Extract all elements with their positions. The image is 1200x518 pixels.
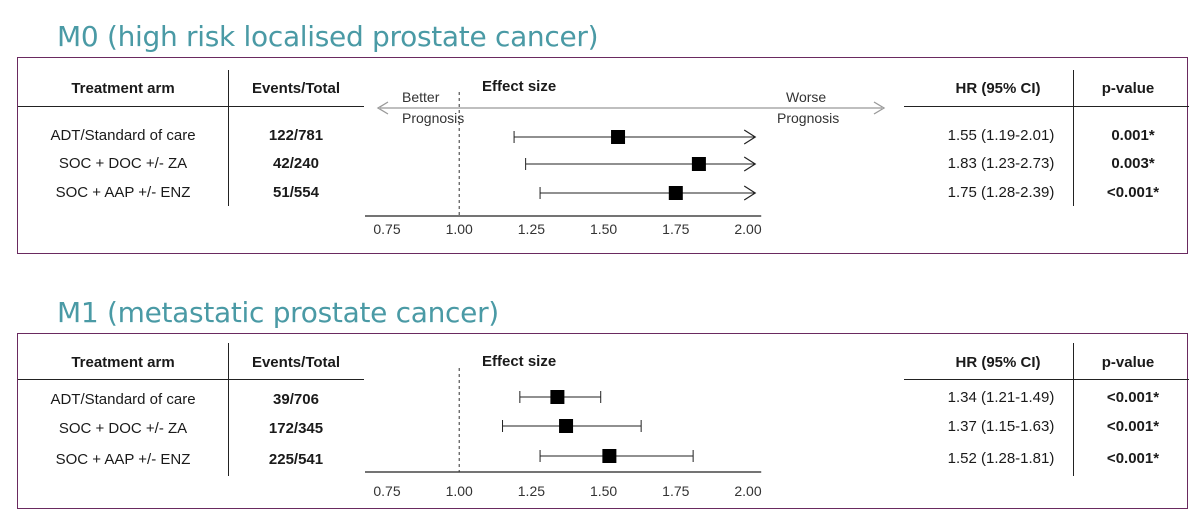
m0-tick-label-5: 2.00: [734, 221, 761, 237]
m1-forest-plot: 0.75 1.00 1.25 1.50 1.75 2.00: [365, 368, 762, 499]
m0-header-rule-left: [18, 106, 364, 107]
m0-row-2-ci-arrow: [743, 185, 757, 201]
m0-row-1-point: [691, 157, 706, 171]
m1-row-2-arm: SOC + AAP +/- ENZ: [55, 451, 191, 468]
m1-header-events: Events/Total: [251, 354, 341, 371]
m1-header-p: p-value: [1101, 354, 1155, 371]
m0-row-1-ci-arrow: [743, 156, 757, 172]
m1-row-1-p: <0.001*: [1106, 418, 1160, 435]
m0-divider-2: [1073, 70, 1074, 206]
m0-better-label: Better: [402, 89, 440, 105]
m0-row-2-point: [668, 186, 683, 200]
m1-row-2-p: <0.001*: [1106, 450, 1160, 467]
m0-forest-panel: Treatment arm Events/Total Effect size H…: [17, 57, 1189, 254]
m1-row-0-arm: ADT/Standard of care: [50, 391, 196, 408]
m1-row-1-arm: SOC + DOC +/- ZA: [58, 420, 188, 437]
m1-row-2-events: 225/541: [268, 451, 324, 468]
m1-tick-label-1: 1.00: [446, 483, 473, 499]
m0-header-rule-right: [904, 106, 1189, 107]
m0-worse-label-2: Prognosis: [777, 110, 840, 126]
m0-row-2-hr: 1.75 (1.28-2.39): [947, 184, 1055, 201]
m1-title: M1 (metastatic prostate cancer): [57, 296, 499, 329]
m0-row-0-hr: 1.55 (1.19-2.01): [947, 127, 1055, 144]
m0-row-2-events: 51/554: [273, 184, 319, 201]
m1-row-1-hr: 1.37 (1.15-1.63): [947, 418, 1055, 435]
m1-row-0-hr: 1.34 (1.21-1.49): [947, 389, 1055, 406]
m0-better-label-2: Prognosis: [402, 110, 465, 126]
m0-row-1-hr: 1.83 (1.23-2.73): [947, 155, 1055, 172]
m0-row-2-p: <0.001*: [1106, 184, 1160, 201]
m0-header-events: Events/Total: [251, 80, 341, 97]
m1-header-rule-left: [18, 379, 364, 380]
m1-divider-1: [228, 343, 229, 476]
m0-row-0-arm: ADT/Standard of care: [50, 127, 196, 144]
m1-tick-label-3: 1.50: [590, 483, 617, 499]
m1-tick-label-2: 1.25: [518, 483, 545, 499]
m0-row-0-point: [611, 130, 626, 144]
m1-forest-panel: Treatment arm Events/Total Effect size H…: [17, 333, 1189, 509]
m1-header-arm: Treatment arm: [71, 354, 175, 371]
m0-row-1-events: 42/240: [273, 155, 319, 172]
m1-row-1-point: [559, 419, 574, 433]
m1-header-effect: Effect size: [482, 353, 557, 370]
m1-row-0-p: <0.001*: [1106, 389, 1160, 406]
m1-row-1-events: 172/345: [268, 420, 324, 437]
m1-divider-2: [1073, 343, 1074, 476]
m0-tick-label-2: 1.25: [518, 221, 545, 237]
m1-row-2-point: [602, 449, 617, 463]
m1-header-hr: HR (95% CI): [955, 354, 1041, 371]
m0-row-0-ci-arrow: [743, 129, 757, 145]
m0-row-1-arm: SOC + DOC +/- ZA: [58, 155, 188, 172]
m0-tick-label-1: 1.00: [446, 221, 473, 237]
m0-header-hr: HR (95% CI): [955, 80, 1041, 97]
m1-tick-label-5: 2.00: [734, 483, 761, 499]
m0-header-p: p-value: [1101, 80, 1155, 97]
m0-tick-label-3: 1.50: [590, 221, 617, 237]
m0-forest-plot: 0.75 1.00 1.25 1.50 1.75 2.00: [365, 92, 886, 237]
m0-worse-label: Worse: [786, 89, 827, 105]
m1-row-0-events: 39/706: [273, 391, 319, 408]
m0-direction-arrow-right-head: [873, 101, 886, 115]
m0-title: M0 (high risk localised prostate cancer): [57, 20, 599, 53]
m0-tick-label-0: 0.75: [373, 221, 400, 237]
m0-row-0-events: 122/781: [268, 127, 324, 144]
m0-direction-arrow-left-head: [376, 101, 389, 115]
m0-row-0-p: 0.001*: [1111, 127, 1155, 144]
m1-row-2-hr: 1.52 (1.28-1.81): [947, 450, 1055, 467]
m0-row-1-p: 0.003*: [1111, 155, 1155, 172]
m0-tick-label-4: 1.75: [662, 221, 689, 237]
m0-header-arm: Treatment arm: [71, 80, 175, 97]
m1-tick-label-0: 0.75: [373, 483, 400, 499]
m0-row-2-arm: SOC + AAP +/- ENZ: [55, 184, 191, 201]
m1-header-rule-right: [904, 379, 1189, 380]
m1-tick-label-4: 1.75: [662, 483, 689, 499]
m0-header-effect: Effect size: [482, 78, 557, 95]
m1-row-0-point: [550, 390, 565, 404]
m0-divider-1: [228, 70, 229, 206]
